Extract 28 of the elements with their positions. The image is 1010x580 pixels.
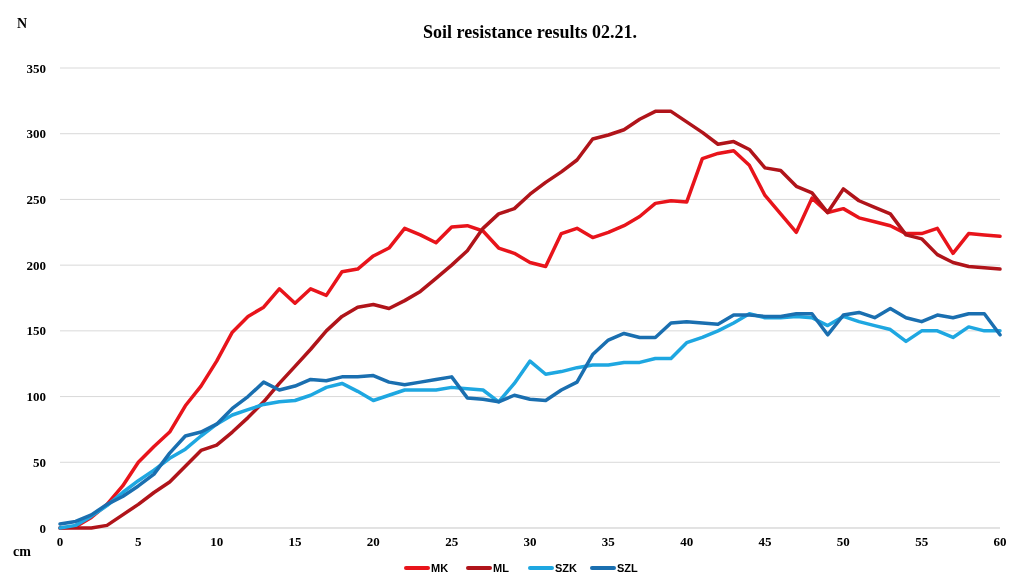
y-tick-label: 100 <box>26 389 46 405</box>
y-tick-label: 0 <box>39 520 46 536</box>
x-tick-label: 60 <box>993 534 1007 549</box>
y-tick-label: 50 <box>33 454 46 470</box>
x-tick-label: 55 <box>915 534 929 549</box>
x-axis-title: cm <box>13 544 32 559</box>
legend-label: SZK <box>555 562 578 574</box>
chart-title: Soil resistance results 02.21. <box>423 22 637 42</box>
x-tick-label: 0 <box>56 534 64 549</box>
x-tick-label: 10 <box>210 534 224 549</box>
y-tick-label: 200 <box>26 257 46 273</box>
x-tick-label: 35 <box>601 534 616 549</box>
legend-label: SZL <box>617 562 639 574</box>
y-tick-label: 250 <box>26 191 46 207</box>
legend-label: ML <box>493 562 510 574</box>
x-tick-label: 5 <box>135 534 143 549</box>
x-tick-label: 25 <box>445 534 459 549</box>
y-axis-title: N <box>16 16 28 31</box>
x-tick-label: 40 <box>680 534 694 549</box>
y-tick-label: 350 <box>26 60 46 76</box>
x-tick-label: 50 <box>836 534 850 549</box>
x-tick-label: 30 <box>523 534 537 549</box>
legend-label: MK <box>431 562 449 574</box>
x-tick-label: 15 <box>288 534 302 549</box>
y-tick-label: 300 <box>26 126 46 142</box>
x-tick-label: 45 <box>758 534 772 549</box>
y-tick-label: 150 <box>26 323 46 339</box>
x-tick-label: 20 <box>366 534 380 549</box>
